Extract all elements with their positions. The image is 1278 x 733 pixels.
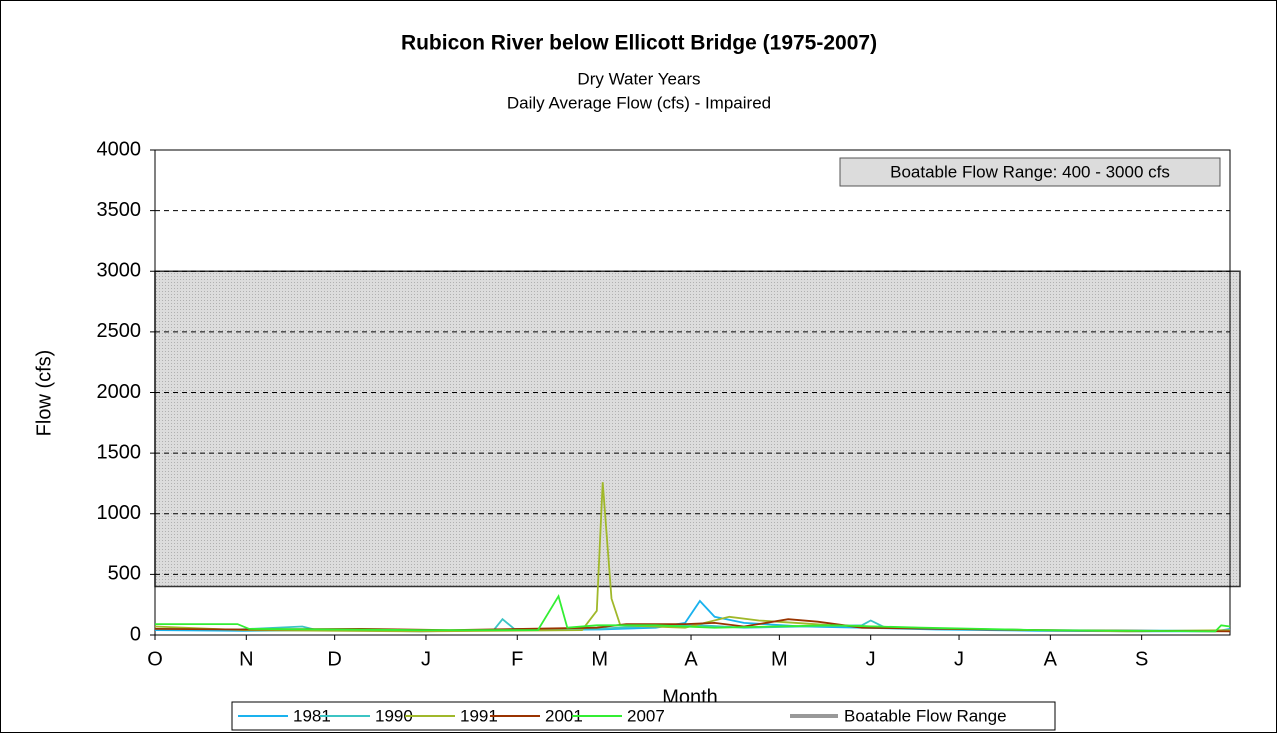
chart-subtitle: Daily Average Flow (cfs) - Impaired xyxy=(507,93,771,112)
x-tick-label: J xyxy=(421,648,431,670)
x-tick-label: M xyxy=(771,648,788,670)
legend-label: 1981 xyxy=(293,706,331,725)
x-tick-label: M xyxy=(591,648,608,670)
boatable-band xyxy=(154,270,1241,588)
plot-border xyxy=(154,149,1231,636)
annotation: Boatable Flow Range: 400 - 3000 cfs xyxy=(890,162,1170,181)
y-tick-label: 3500 xyxy=(97,199,142,221)
y-axis-label: Flow (cfs) xyxy=(33,350,55,437)
y-tick-label: 2500 xyxy=(97,320,142,342)
series-line xyxy=(155,593,1231,633)
x-tick-label: O xyxy=(147,648,163,670)
x-tick-label: N xyxy=(239,648,253,670)
x-tick-label: A xyxy=(1044,648,1058,670)
chart-title: Rubicon River below Ellicott Bridge (197… xyxy=(401,32,877,55)
y-tick-label: 0 xyxy=(130,623,141,645)
legend-label: 2007 xyxy=(627,706,665,725)
annotation-box xyxy=(839,157,1221,187)
x-tick-label: J xyxy=(954,648,964,670)
y-tick-label: 500 xyxy=(108,563,141,585)
legend-label: 2001 xyxy=(545,706,583,725)
y-tick-label: 4000 xyxy=(97,138,142,160)
y-tick-label: 1000 xyxy=(97,502,142,524)
legend-label: 1990 xyxy=(375,706,413,725)
x-tick-label: D xyxy=(327,648,341,670)
x-tick-label: S xyxy=(1135,648,1148,670)
legend-label: Boatable Flow Range xyxy=(844,706,1007,725)
x-tick-label: J xyxy=(866,648,876,670)
chart-subtitle: Dry Water Years xyxy=(577,69,700,88)
y-tick-label: 3000 xyxy=(97,260,142,282)
legend-label: 1991 xyxy=(460,706,498,725)
y-tick-label: 2000 xyxy=(97,381,142,403)
x-tick-label: A xyxy=(684,648,698,670)
x-tick-label: F xyxy=(511,648,523,670)
y-tick-label: 1500 xyxy=(97,441,142,463)
